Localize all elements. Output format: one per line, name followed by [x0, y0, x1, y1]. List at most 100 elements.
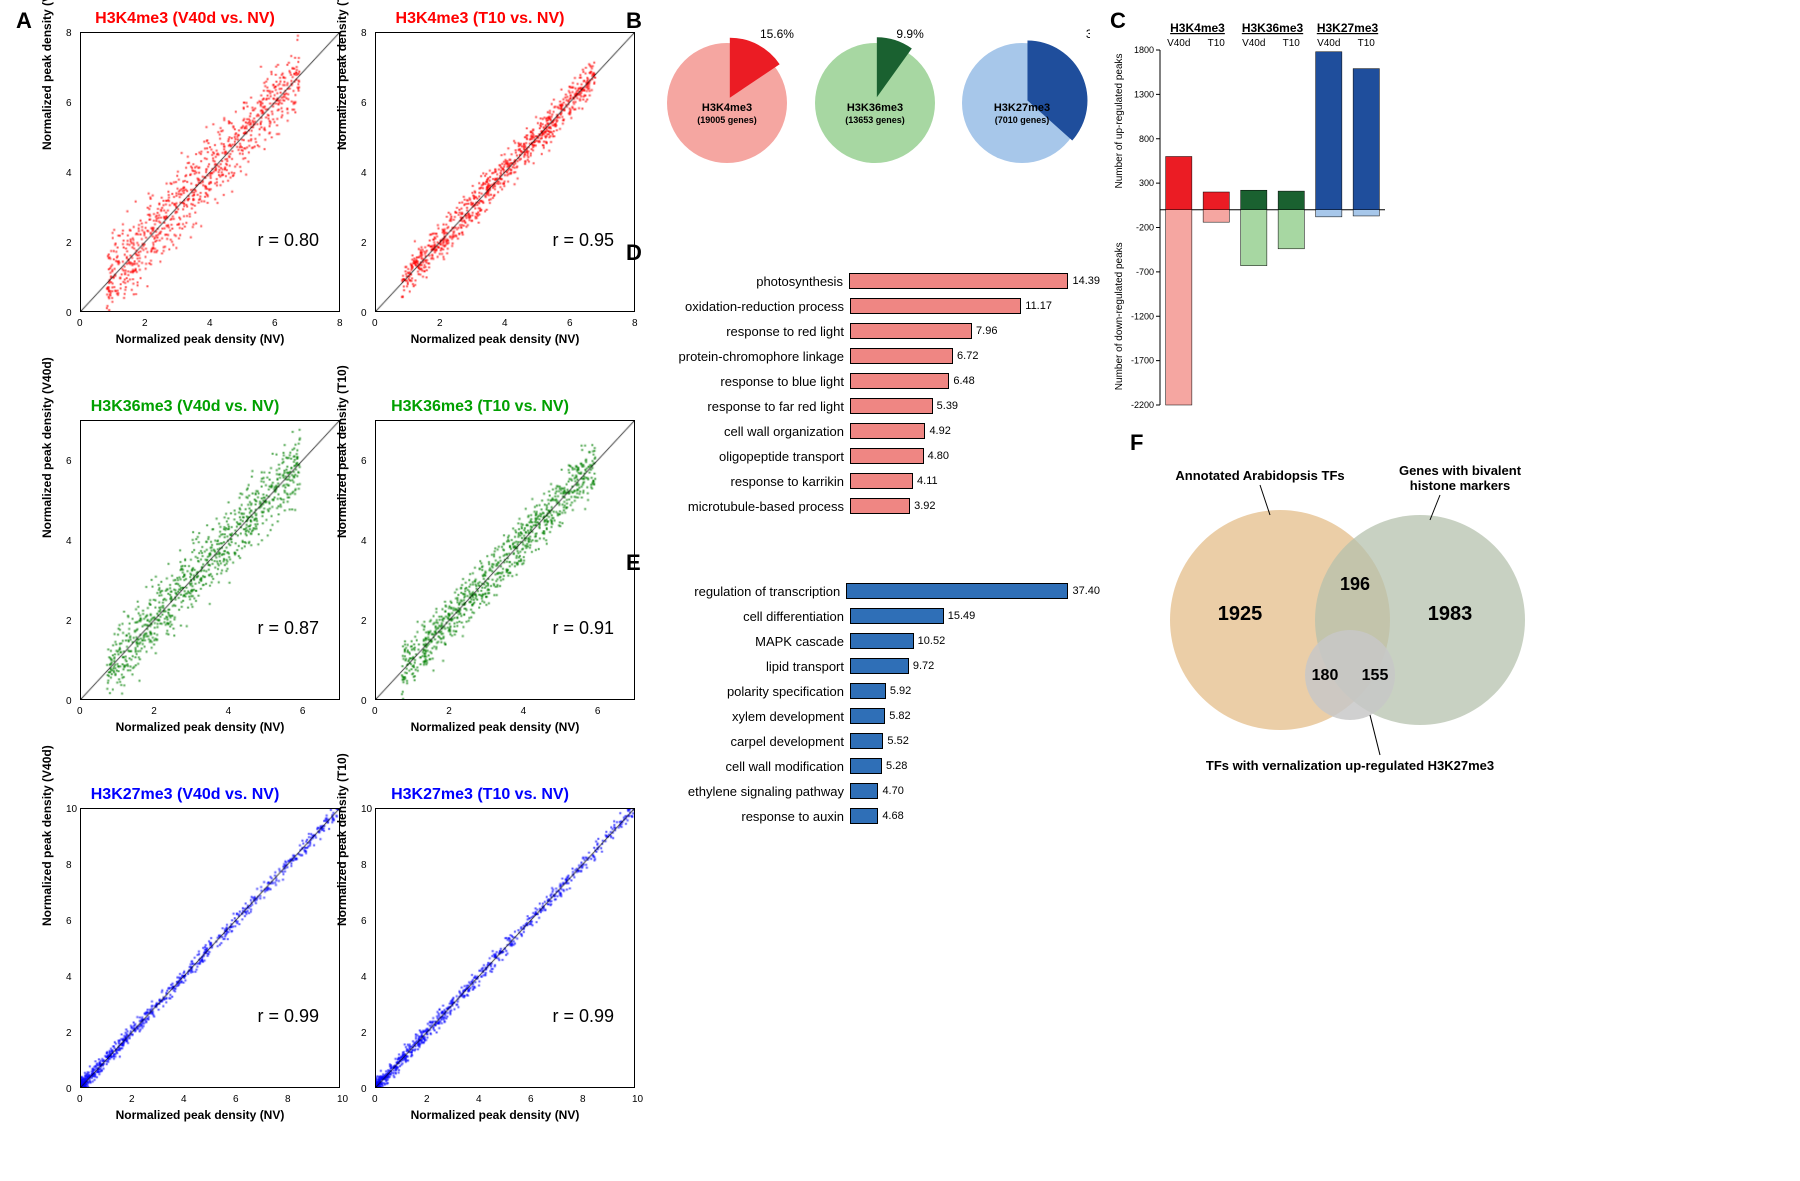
hbar-value: 14.39 [1072, 275, 1100, 287]
hbar-bar [850, 683, 886, 699]
panel-d-bars: photosynthesis 14.39 oxidation-reduction p… [640, 270, 1100, 520]
y-axis-label: Normalized peak density (T10) [335, 753, 349, 926]
hbar-row: MAPK cascade 10.52 [640, 630, 1100, 652]
hbar-row: protein-chromophore linkage6.72 [640, 345, 1100, 367]
hbar-value: 4.68 [882, 810, 903, 822]
svg-text:Number of down-regulated peaks: Number of down-regulated peaks [1114, 242, 1125, 390]
x-axis-label: Normalized peak density (NV) [80, 1108, 320, 1122]
hbar-row: cell wall organization 4.92 [640, 420, 1100, 442]
svg-text:H3K27me3: H3K27me3 [1317, 21, 1379, 35]
hbar-value: 6.72 [957, 350, 978, 362]
svg-text:800: 800 [1139, 134, 1154, 144]
pie-chart: 36.6%H3K27me3(7010 genes) [955, 28, 1090, 218]
hbar-bar [850, 323, 972, 339]
pie-chart: 15.6%H3K4me3(19005 genes) [660, 28, 795, 218]
hbar-label: microtubule-based process [640, 499, 850, 514]
hbar-row: xylem development5.82 [640, 705, 1100, 727]
svg-text:1300: 1300 [1134, 89, 1154, 99]
hbar-label: lipid transport [640, 659, 850, 674]
panel-e-label: E [626, 550, 641, 576]
svg-text:Annotated Arabidopsis TFs: Annotated Arabidopsis TFs [1175, 468, 1344, 483]
svg-text:-200: -200 [1136, 223, 1154, 233]
hbar-value: 5.92 [890, 685, 911, 697]
pie-chart: 9.9%H3K36me3(13653 genes) [808, 28, 943, 218]
hbar-bar [850, 708, 885, 724]
hbar-bar [850, 658, 909, 674]
x-axis-label: Normalized peak density (NV) [80, 332, 320, 346]
svg-text:H3K36me3: H3K36me3 [1242, 21, 1304, 35]
correlation-label: r = 0.99 [257, 1006, 319, 1027]
panel-f-venn: Annotated Arabidopsis TFs Genes with biva… [1130, 450, 1530, 800]
svg-text:300: 300 [1139, 178, 1154, 188]
svg-text:(13653 genes): (13653 genes) [845, 115, 905, 125]
hbar-label: cell wall modification [640, 759, 850, 774]
panel-b-label: B [626, 8, 642, 34]
hbar-label: cell differentiation [640, 609, 850, 624]
hbar-value: 10.52 [918, 635, 946, 647]
hbar-label: ethylene signaling pathway [640, 784, 850, 799]
hbar-row: oxidation-reduction process 11.17 [640, 295, 1100, 317]
y-axis-label: Normalized peak density (V40d) [40, 0, 54, 150]
hbar-row: cell differentiation 15.49 [640, 605, 1100, 627]
hbar-row: photosynthesis 14.39 [640, 270, 1100, 292]
panel-d-label: D [626, 240, 642, 266]
scatter-title: H3K27me3 (V40d vs. NV) [50, 786, 320, 804]
y-axis-label: Normalized peak density (T10) [335, 365, 349, 538]
hbar-bar [849, 273, 1069, 289]
svg-text:T10: T10 [1283, 38, 1301, 49]
svg-text:-1700: -1700 [1131, 356, 1154, 366]
y-axis-label: Normalized peak density (V40d) [40, 357, 54, 538]
hbar-row: oligopeptide transport4.80 [640, 445, 1100, 467]
hbar-value: 5.52 [887, 735, 908, 747]
hbar-value: 5.28 [886, 760, 907, 772]
hbar-label: cell wall organization [640, 424, 850, 439]
scatter-plot: H3K4me3 (T10 vs. NV) Normalized peak dens… [345, 10, 615, 390]
hbar-bar [846, 583, 1068, 599]
x-axis-label: Normalized peak density (NV) [375, 1108, 615, 1122]
hbar-bar [850, 733, 883, 749]
hbar-row: response to auxin4.68 [640, 805, 1100, 827]
svg-text:H3K4me3: H3K4me3 [1170, 21, 1225, 35]
correlation-label: r = 0.80 [257, 230, 319, 251]
svg-text:Number of up-regulated peaks: Number of up-regulated peaks [1114, 53, 1125, 188]
hbar-bar [850, 423, 925, 439]
hbar-row: ethylene signaling pathway4.70 [640, 780, 1100, 802]
hbar-value: 4.11 [917, 475, 938, 487]
svg-text:TFs with vernalization up-regu: TFs with vernalization up-regulated H3K2… [1206, 758, 1494, 773]
x-axis-label: Normalized peak density (NV) [375, 332, 615, 346]
hbar-value: 4.80 [928, 450, 949, 462]
svg-text:Genes with bivalent: Genes with bivalent [1399, 463, 1522, 478]
hbar-row: regulation of transcription37.40 [640, 580, 1100, 602]
scatter-plot: H3K27me3 (T10 vs. NV)Normalized peak den… [345, 786, 615, 1166]
hbar-value: 11.17 [1025, 300, 1052, 312]
svg-text:H3K27me3: H3K27me3 [994, 102, 1050, 114]
svg-text:15.6%: 15.6% [760, 28, 794, 41]
scatter-title: H3K4me3 (T10 vs. NV) [345, 10, 615, 28]
hbar-bar [850, 398, 933, 414]
svg-text:V40d: V40d [1167, 38, 1190, 49]
hbar-value: 7.96 [976, 325, 997, 337]
hbar-bar [850, 298, 1021, 314]
svg-text:1983: 1983 [1428, 603, 1473, 625]
hbar-label: oxidation-reduction process [640, 299, 850, 314]
hbar-row: microtubule-based process3.92 [640, 495, 1100, 517]
hbar-bar [850, 473, 913, 489]
hbar-row: lipid transport9.72 [640, 655, 1100, 677]
hbar-label: polarity specification [640, 684, 850, 699]
hbar-label: response to blue light [640, 374, 850, 389]
svg-text:36.6%: 36.6% [1086, 28, 1090, 41]
hbar-value: 4.92 [929, 425, 950, 437]
hbar-label: MAPK cascade [640, 634, 850, 649]
svg-text:180: 180 [1312, 667, 1339, 684]
svg-text:H3K36me3: H3K36me3 [846, 102, 902, 114]
svg-text:1925: 1925 [1218, 603, 1263, 625]
hbar-label: photosynthesis [640, 274, 849, 289]
hbar-value: 15.49 [948, 610, 976, 622]
hbar-bar [850, 448, 924, 464]
x-axis-label: Normalized peak density (NV) [80, 720, 320, 734]
hbar-label: carpel development [640, 734, 850, 749]
correlation-label: r = 0.87 [257, 618, 319, 639]
hbar-label: response to far red light [640, 399, 850, 414]
hbar-value: 37.40 [1072, 585, 1100, 597]
panel-c-chart: 30080013001800-200-700-1200-1700-2200Num… [1110, 10, 1390, 410]
